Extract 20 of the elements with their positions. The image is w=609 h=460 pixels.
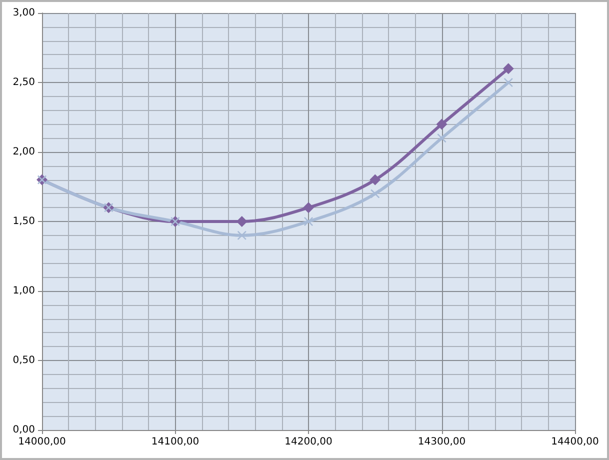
- point: [502, 63, 514, 74]
- x-tick-label: 14400,00: [551, 436, 599, 448]
- point: [437, 134, 446, 143]
- x-tick-label: 14000,00: [18, 436, 66, 448]
- point: [370, 189, 380, 198]
- y-tick-label: 2,50: [12, 77, 35, 88]
- y-tick-label: 3,00: [12, 8, 35, 18]
- y-tick-label: 0,50: [12, 355, 35, 366]
- x-tick-label: 14100,00: [151, 436, 200, 448]
- y-tick-label: 0,00: [12, 424, 35, 436]
- x-tick-label: 14300,00: [418, 436, 466, 448]
- point: [303, 202, 314, 214]
- y-tick-label: 2,00: [12, 146, 35, 158]
- y-tick-label: 1,00: [12, 286, 35, 296]
- x-tick-label: 14200,00: [284, 436, 332, 448]
- point: [504, 78, 513, 87]
- point: [370, 174, 381, 186]
- y-tick-label: 1,50: [12, 216, 35, 227]
- point: [436, 118, 448, 130]
- point: [237, 230, 246, 240]
